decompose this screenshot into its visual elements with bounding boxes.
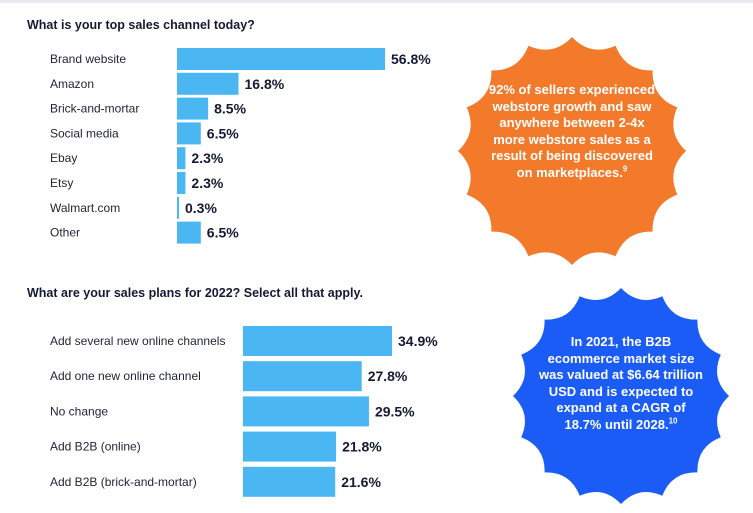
chart1-category-label: Brand website <box>50 52 126 66</box>
chart1-category-label: Walmart.com <box>50 201 120 215</box>
chart1-category-label: Ebay <box>50 151 77 165</box>
chart1-bar <box>177 122 201 145</box>
chart1-value-label: 2.3% <box>191 175 223 191</box>
chart1-value-label: 0.3% <box>185 200 217 216</box>
chart1-category-label: Brick-and-mortar <box>50 102 139 116</box>
chart2-category-label: No change <box>50 404 108 418</box>
chart2-value-label: 21.6% <box>341 474 381 490</box>
chart2-title: What are your sales plans for 2022? Sele… <box>27 286 363 300</box>
chart1-value-label: 6.5% <box>207 125 239 141</box>
chart1-category-label: Etsy <box>50 176 73 190</box>
chart1-value-label: 6.5% <box>207 225 239 241</box>
chart1-bar <box>177 221 201 244</box>
chart1-value-label: 56.8% <box>391 51 431 67</box>
chart1-title: What is your top sales channel today? <box>27 18 255 32</box>
chart1-category-label: Amazon <box>50 77 94 91</box>
chart2-value-label: 27.8% <box>368 368 408 384</box>
chart1-bar <box>177 97 209 120</box>
chart1-value-label: 2.3% <box>191 150 223 166</box>
chart2-value-label: 29.5% <box>375 403 415 419</box>
chart2-category-label: Add one new online channel <box>50 369 201 383</box>
chart2-category-label: Add B2B (brick-and-mortar) <box>50 475 197 489</box>
blue-burst-shape <box>513 288 729 504</box>
chart2-category-label: Add B2B (online) <box>50 440 141 454</box>
chart1-bar <box>177 196 179 219</box>
blue-callout-burst <box>513 288 729 504</box>
chart2-category-label: Add several new online channels <box>50 334 225 348</box>
chart2-bar <box>243 466 336 497</box>
chart2-bar <box>243 396 369 427</box>
chart2-bar <box>243 431 337 462</box>
chart2-bar <box>243 361 362 392</box>
chart2-value-label: 21.8% <box>342 439 382 455</box>
chart1-bar <box>177 172 186 194</box>
chart2-value-label: 34.9% <box>398 333 438 349</box>
top-divider <box>0 0 753 3</box>
chart2-bar <box>243 326 392 356</box>
blue-callout-text: In 2021, the B2B ecommerce market size w… <box>538 334 703 432</box>
chart1-bar <box>177 147 186 170</box>
chart1-bar <box>177 48 385 70</box>
chart1-category-label: Social media <box>50 126 119 140</box>
chart1-bar <box>177 72 239 95</box>
chart1-value-label: 8.5% <box>214 101 246 117</box>
orange-callout-burst <box>458 37 686 265</box>
chart1-value-label: 16.8% <box>245 76 285 92</box>
orange-burst-shape <box>458 37 686 265</box>
orange-callout-text: 92% of sellers experienced webstore grow… <box>488 82 656 180</box>
chart1-category-label: Other <box>50 226 80 240</box>
